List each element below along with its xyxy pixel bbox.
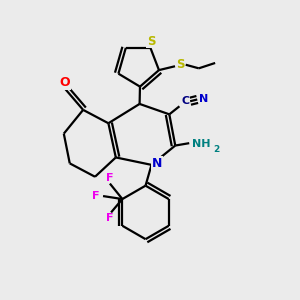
Text: 2: 2 [213,145,219,154]
Text: N: N [152,157,162,170]
Text: C: C [181,96,189,106]
Text: NH: NH [192,139,210,149]
Text: F: F [92,191,100,201]
Text: O: O [59,76,70,89]
Text: F: F [106,213,114,224]
Text: S: S [176,58,184,71]
Text: S: S [147,35,155,48]
Text: F: F [106,172,114,183]
Text: N: N [199,94,208,104]
